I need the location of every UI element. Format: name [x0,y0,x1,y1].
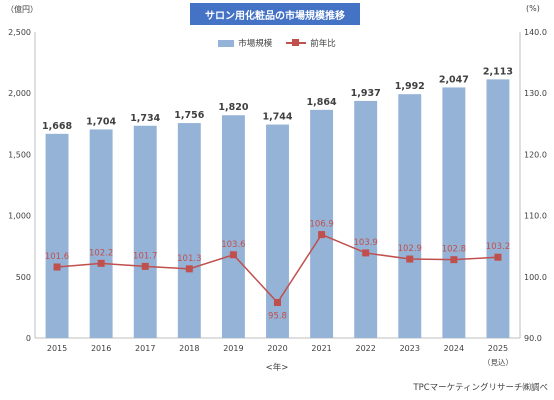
left-tick-label: 500 [16,273,31,282]
bar-2019 [221,115,245,339]
x-tick-label: 2017 [135,344,155,353]
bar-2018 [177,123,201,338]
yoy-point-2024 [450,256,458,264]
right-tick-label: 130.0 [524,89,547,98]
yoy-point-2023 [406,255,414,263]
bar-value-label: 1,744 [262,112,292,123]
yoy-value-label: 102.8 [442,245,466,255]
x-tick-label: 2018 [179,344,199,353]
x-axis-name: <年> [265,363,289,373]
bar-2024 [442,87,466,338]
bar-value-label: 1,668 [42,121,72,132]
bar-2017 [133,125,157,339]
yoy-value-label: 102.2 [89,248,113,258]
left-tick-label: 2,000 [8,89,31,98]
source-note: TPCマーケティングリサーチ㈱調べ [413,383,548,393]
yoy-point-2016 [97,259,105,267]
x-tick-label: 2015 [47,344,67,353]
legend-bar-label: 市場規模 [238,39,273,49]
legend-line-label: 前年比 [310,39,336,49]
left-axis-unit: （億円） [6,5,38,14]
bar-2016 [89,129,113,338]
left-tick-label: 0 [26,334,31,343]
bar-2020 [266,124,289,339]
right-axis-unit: (%) [526,4,540,13]
bar-2021 [310,109,334,338]
yoy-point-2019 [229,251,237,259]
bar-2025 [486,79,510,338]
right-tick-label: 90.0 [524,334,542,343]
right-tick-label: 140.0 [524,28,547,37]
yoy-value-label: 95.8 [268,312,287,322]
bar-2023 [398,94,422,338]
x-tick-label: 2022 [356,344,376,353]
yoy-value-label: 103.9 [354,238,378,248]
x-tick-label: 2023 [400,344,420,353]
x-tick-note: （見込） [483,358,513,367]
legend: 市場規模 前年比 [0,37,554,49]
yoy-value-label: 101.7 [133,251,157,261]
bar-value-label: 1,734 [130,113,160,124]
bar-value-label: 2,047 [439,74,469,85]
bar-2015 [45,133,69,338]
x-tick-label: 2020 [267,344,287,353]
x-tick-label: 2016 [91,344,111,353]
yoy-point-2025 [494,253,502,261]
legend-bar-swatch [218,39,235,47]
left-tick-label: 2,500 [8,28,31,37]
bar-value-label: 2,113 [483,66,513,77]
bar-value-label: 1,704 [86,116,116,127]
chart-title: サロン用化粧品の市場規模推移 [190,3,360,25]
bar-value-label: 1,992 [395,81,425,92]
left-tick-label: 1,500 [8,150,31,159]
yoy-point-2017 [141,262,149,270]
legend-line-swatch [286,39,307,46]
bar-value-label: 1,756 [174,110,204,121]
right-tick-label: 110.0 [524,212,547,221]
right-tick-label: 100.0 [524,273,547,282]
yoy-value-label: 103.2 [486,242,510,252]
x-tick-label: 2025 [488,344,508,353]
yoy-value-label: 106.9 [309,220,333,230]
left-tick-label: 1,000 [8,212,31,221]
yoy-value-label: 101.3 [177,254,201,264]
yoy-point-2020 [274,299,281,307]
x-tick-label: 2021 [311,344,331,353]
bar-2022 [354,100,378,339]
x-tick-label: 2019 [223,344,243,353]
yoy-point-2021 [318,231,326,239]
yoy-value-label: 101.6 [45,252,69,262]
yoy-value-label: 102.9 [398,244,422,254]
legend-item-bar: 市場規模 [218,37,272,49]
bar-value-label: 1,864 [307,97,337,108]
yoy-point-2018 [185,265,193,273]
x-tick-label: 2024 [444,344,464,353]
right-tick-label: 120.0 [524,150,547,159]
bar-value-label: 1,820 [218,102,248,113]
legend-item-line: 前年比 [286,37,336,49]
bar-value-label: 1,937 [351,88,381,99]
yoy-point-2015 [53,263,61,271]
yoy-point-2022 [362,249,370,257]
yoy-value-label: 103.6 [221,240,245,250]
